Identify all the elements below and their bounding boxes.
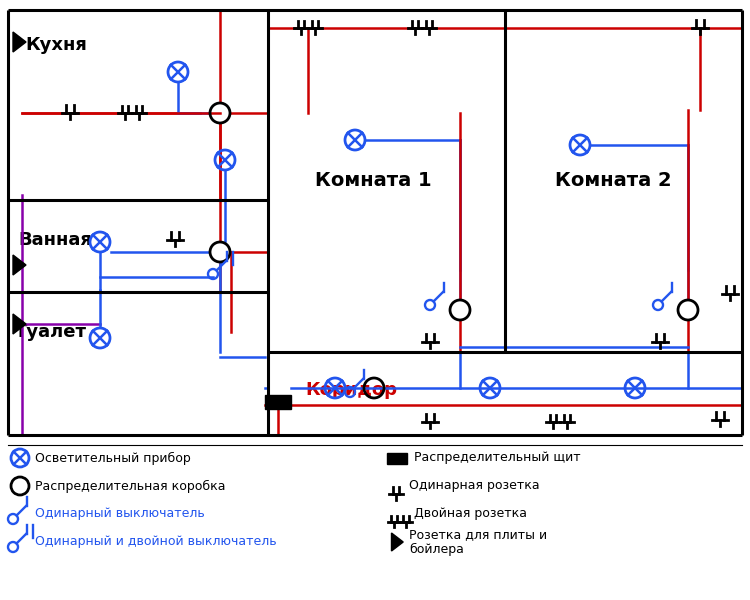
Text: Распределительный щит: Распределительный щит	[414, 451, 580, 464]
Polygon shape	[392, 533, 404, 551]
Text: Комната 2: Комната 2	[555, 170, 672, 190]
Text: Комната 1: Комната 1	[315, 170, 432, 190]
Text: Двойная розетка: Двойная розетка	[414, 508, 527, 520]
Polygon shape	[13, 314, 26, 334]
Text: Одинарная розетка: Одинарная розетка	[409, 479, 540, 493]
Text: Одинарный и двойной выключатель: Одинарный и двойной выключатель	[35, 535, 277, 548]
Bar	[387, 452, 407, 463]
Text: Розетка для плиты и
бойлера: Розетка для плиты и бойлера	[409, 528, 547, 556]
Text: Туалет: Туалет	[15, 323, 87, 341]
Text: Одинарный выключатель: Одинарный выключатель	[35, 508, 205, 520]
Polygon shape	[13, 255, 26, 275]
Text: Коридор: Коридор	[305, 381, 397, 399]
Text: Кухня: Кухня	[25, 36, 87, 54]
Text: Осветительный прибор: Осветительный прибор	[35, 451, 190, 464]
Bar	[265, 395, 291, 409]
Text: Распределительная коробка: Распределительная коробка	[35, 479, 226, 493]
Polygon shape	[13, 32, 26, 52]
Text: Ванная: Ванная	[18, 231, 92, 249]
